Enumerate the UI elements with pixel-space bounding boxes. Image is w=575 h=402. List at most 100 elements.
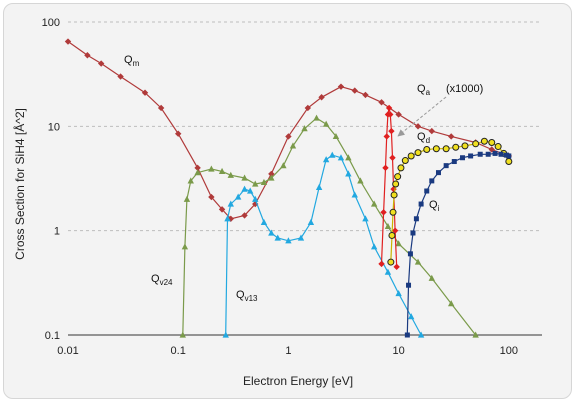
data-point [384, 222, 392, 229]
chart-frame [3, 3, 572, 399]
data-point [289, 142, 297, 149]
data-point [260, 218, 268, 226]
data-point [395, 240, 402, 247]
data-point [460, 155, 466, 161]
data-point [418, 201, 424, 207]
series-label-v24: Qv24 [151, 273, 173, 287]
data-point [414, 123, 422, 130]
series-Qv13 [222, 151, 425, 338]
series-label-m: Qm [124, 54, 140, 68]
data-point [378, 260, 385, 268]
data-point [141, 89, 149, 96]
data-point [301, 125, 308, 132]
data-point [351, 191, 358, 198]
data-point [97, 60, 105, 67]
data-point [246, 187, 254, 194]
data-point [414, 258, 422, 265]
y-tick-label: 1 [54, 226, 60, 238]
data-point [423, 145, 431, 153]
data-point [392, 180, 400, 188]
data-point [401, 157, 409, 165]
data-point [362, 91, 369, 99]
data-point [391, 227, 399, 234]
data-point [480, 137, 488, 145]
data-point [494, 143, 502, 151]
data-point [280, 162, 287, 169]
data-point [222, 331, 229, 338]
series-Qi [404, 150, 512, 338]
series-Qm [64, 38, 513, 222]
data-point [252, 195, 259, 202]
data-point [322, 120, 330, 127]
data-point [362, 215, 369, 222]
data-point [380, 209, 387, 216]
data-point [472, 331, 479, 338]
data-point [175, 130, 182, 137]
data-point [274, 234, 281, 241]
data-point [485, 151, 491, 157]
data-point [117, 73, 124, 80]
data-point [84, 52, 91, 59]
y-tick-label: 10 [48, 121, 60, 133]
series-label-sub: a [426, 88, 431, 97]
data-point [304, 104, 312, 112]
data-point [448, 300, 455, 307]
data-point [451, 159, 457, 165]
data-point [234, 193, 242, 200]
data-point [208, 165, 215, 172]
data-point [64, 38, 72, 45]
data-point [389, 208, 397, 216]
y-axis-title: Cross Section for SiH4 [Å^2] [12, 108, 27, 260]
data-point [505, 158, 513, 166]
data-point [329, 151, 336, 158]
data-point [179, 331, 186, 338]
series-Qv24 [179, 114, 479, 338]
data-point [410, 230, 416, 236]
data-point [241, 212, 248, 219]
data-point [406, 282, 412, 288]
data-point [351, 87, 358, 94]
series-label-a: Qa [417, 83, 431, 97]
data-point [448, 133, 455, 140]
data-point [208, 193, 215, 201]
data-point [414, 149, 422, 157]
series-label-main: Q [236, 289, 245, 301]
data-point [461, 142, 469, 150]
data-point [394, 173, 402, 181]
data-point [241, 185, 248, 192]
multiplier-annotation: (x1000) [446, 83, 483, 95]
data-point [389, 154, 396, 161]
series-label-sub: m [133, 59, 140, 68]
data-point [417, 331, 425, 338]
data-point [194, 169, 201, 176]
data-point [397, 164, 405, 172]
series-label-d: Qd [417, 131, 430, 145]
data-point [370, 243, 378, 250]
data-point [227, 200, 234, 207]
data-point [224, 215, 231, 222]
x-tick-label: 100 [500, 345, 518, 357]
data-point [187, 177, 194, 184]
data-point [413, 216, 419, 222]
data-point [429, 178, 435, 184]
data-point [428, 127, 435, 135]
data-point [268, 229, 275, 236]
data-point [218, 206, 226, 213]
data-point [407, 152, 415, 160]
y-tick-label: 100 [42, 17, 60, 29]
series-label-main: Q [417, 131, 426, 143]
data-point [357, 177, 364, 184]
data-point [218, 167, 226, 174]
data-point [404, 332, 410, 338]
data-point [183, 195, 191, 202]
data-point [157, 104, 165, 112]
data-point [432, 145, 440, 153]
series-label-sub: d [426, 136, 430, 145]
data-point [322, 156, 330, 163]
data-point [370, 200, 378, 207]
data-point [181, 243, 189, 250]
series-label-sub: i [438, 204, 440, 213]
x-tick-label: 0.1 [171, 345, 186, 357]
data-point [337, 154, 345, 161]
